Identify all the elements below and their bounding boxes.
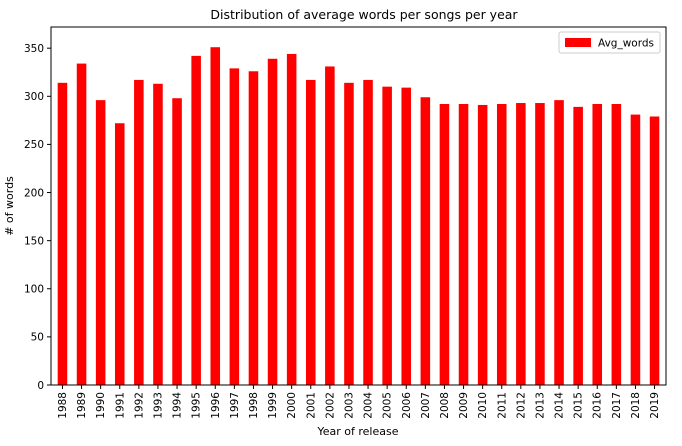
- x-tick-label: 2019: [649, 392, 661, 419]
- x-tick-label: 1995: [191, 392, 203, 419]
- x-tick-label: 2018: [630, 392, 642, 419]
- x-tick-label: 2004: [363, 392, 375, 419]
- x-tick-label: 1998: [248, 392, 260, 419]
- y-axis: 0 50 100 150 200 250 300 350: [24, 43, 51, 392]
- bar-1993: [153, 83, 163, 385]
- x-tick-label: 2002: [324, 392, 336, 419]
- y-tick-label: 200: [24, 187, 44, 199]
- bar-2000: [286, 53, 297, 385]
- y-tick-label: 50: [31, 332, 44, 344]
- bar-1999: [267, 58, 278, 385]
- x-tick-label: 1999: [267, 392, 279, 419]
- bar-1992: [134, 79, 144, 386]
- x-tick-label: 1989: [76, 392, 88, 419]
- plot-frame: [50, 26, 667, 386]
- x-tick-label: 1996: [210, 392, 222, 419]
- legend-label: Avg_words: [598, 38, 654, 50]
- x-tick-label: 2017: [611, 392, 623, 419]
- x-tick-label: 2011: [496, 392, 508, 419]
- bar-2003: [344, 82, 354, 385]
- x-tick-label: 2000: [286, 392, 298, 419]
- x-tick-label: 2003: [343, 392, 355, 419]
- bar-1998: [248, 71, 259, 386]
- x-tick-label: 2001: [305, 392, 317, 419]
- y-tick-label: 250: [24, 139, 44, 151]
- bar-2016: [592, 103, 603, 386]
- bar-2012: [516, 103, 526, 385]
- bar-2017: [611, 103, 622, 386]
- bar-1988: [57, 82, 68, 385]
- bar-1995: [191, 55, 201, 386]
- bar-1990: [95, 100, 106, 385]
- legend-swatch: [565, 38, 591, 47]
- y-tick-label: 300: [24, 91, 44, 103]
- x-axis-label: Year of release: [317, 425, 399, 438]
- bar-2019: [649, 116, 660, 385]
- x-axis: 1988 1989 1990 1991 1992 1993 1994 1995 1996 1997…: [57, 385, 661, 419]
- bar-2014: [554, 100, 564, 385]
- x-tick-label: 2016: [592, 392, 604, 419]
- x-tick-label: 1997: [229, 392, 241, 419]
- y-axis-label: # of words: [3, 176, 16, 236]
- x-tick-label: 1991: [114, 392, 126, 419]
- x-tick-label: 2014: [554, 392, 566, 419]
- bar-1997: [229, 68, 240, 385]
- bar-2011: [496, 103, 507, 386]
- x-tick-label: 1990: [95, 392, 107, 419]
- bar-2006: [401, 87, 412, 385]
- legend: Avg_words: [558, 31, 661, 54]
- bar-2005: [382, 86, 392, 386]
- x-tick-label: 1994: [172, 392, 184, 419]
- bar-1996: [210, 47, 221, 386]
- legend-box: [558, 31, 661, 54]
- bar-1989: [76, 63, 87, 385]
- bar-2007: [420, 97, 431, 385]
- x-tick-label: 2013: [534, 392, 546, 419]
- y-tick-label: 150: [24, 235, 44, 247]
- bar-2015: [573, 106, 583, 385]
- bar-2008: [439, 103, 450, 386]
- x-tick-label: 1988: [57, 392, 69, 419]
- chart-title: Distribution of average words per songs …: [210, 7, 518, 22]
- x-tick-label: 2005: [382, 392, 394, 419]
- bar-1994: [172, 98, 182, 385]
- bar-2013: [535, 103, 545, 385]
- x-tick-label: 2012: [515, 392, 527, 419]
- bar-2018: [630, 114, 641, 385]
- x-tick-label: 2008: [439, 392, 451, 419]
- y-tick-label: 100: [24, 284, 44, 296]
- x-tick-label: 2007: [420, 392, 432, 419]
- x-tick-label: 1992: [133, 392, 145, 419]
- bars-group: [57, 47, 660, 386]
- x-tick-label: 2010: [477, 392, 489, 419]
- bar-2001: [305, 79, 316, 386]
- bar-1991: [114, 123, 125, 386]
- bar-2010: [477, 104, 488, 385]
- x-tick-label: 2015: [573, 392, 585, 419]
- bar-2002: [325, 66, 335, 386]
- x-tick-label: 1993: [152, 392, 164, 419]
- x-tick-label: 2006: [401, 392, 413, 419]
- y-tick-label: 0: [37, 380, 44, 392]
- y-tick-label: 350: [24, 43, 44, 55]
- bar-2009: [458, 103, 469, 386]
- bar-2004: [363, 79, 373, 386]
- x-tick-label: 2009: [458, 392, 470, 419]
